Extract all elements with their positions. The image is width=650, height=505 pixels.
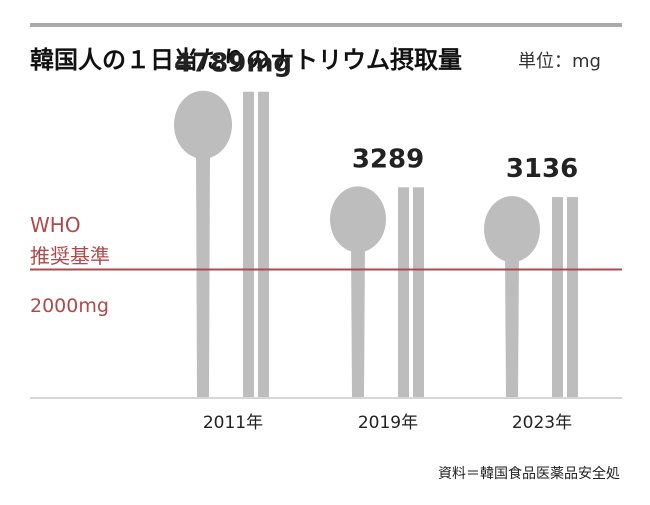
category-label: 2023年	[512, 413, 572, 433]
bar-1: 4789mg 2011年	[174, 49, 292, 433]
chopstick-left	[243, 91, 254, 398]
chopstick-left	[398, 187, 409, 397]
category-label: 2011年	[203, 413, 263, 433]
chopstick-left	[552, 197, 563, 397]
reference-value-label: 2000mg	[30, 295, 109, 317]
value-label: 3136	[506, 154, 578, 184]
top-rule	[30, 23, 622, 27]
spoon-handle	[505, 257, 519, 397]
reference-label-line-1: WHO	[30, 213, 81, 237]
value-label: 3289	[352, 144, 424, 174]
spoon-bowl	[484, 196, 540, 263]
unit-label: 単位：mg	[518, 51, 601, 72]
chopstick-right	[258, 91, 269, 398]
category-label: 2019年	[358, 413, 418, 433]
spoon-bowl	[330, 186, 386, 253]
source-note: 資料＝韓国食品医薬品安全処	[438, 465, 620, 482]
chopstick-right	[567, 197, 578, 397]
bar-2: 3289 2019年	[330, 144, 424, 433]
bars-layer: 4789mg 2011年 3289 2019年 3136 2023年	[30, 49, 622, 433]
bar-3: 3136 2023年	[484, 154, 578, 433]
reference-label-line-2: 推奨基準	[30, 244, 110, 268]
spoon-bowl	[174, 90, 232, 159]
value-label: 4789mg	[174, 49, 292, 79]
spoon-handle	[196, 153, 210, 397]
chopstick-right	[413, 187, 424, 397]
spoon-handle	[351, 247, 365, 397]
chart-title: 韓国人の１日当たりのナトリウム摂取量	[30, 46, 462, 74]
